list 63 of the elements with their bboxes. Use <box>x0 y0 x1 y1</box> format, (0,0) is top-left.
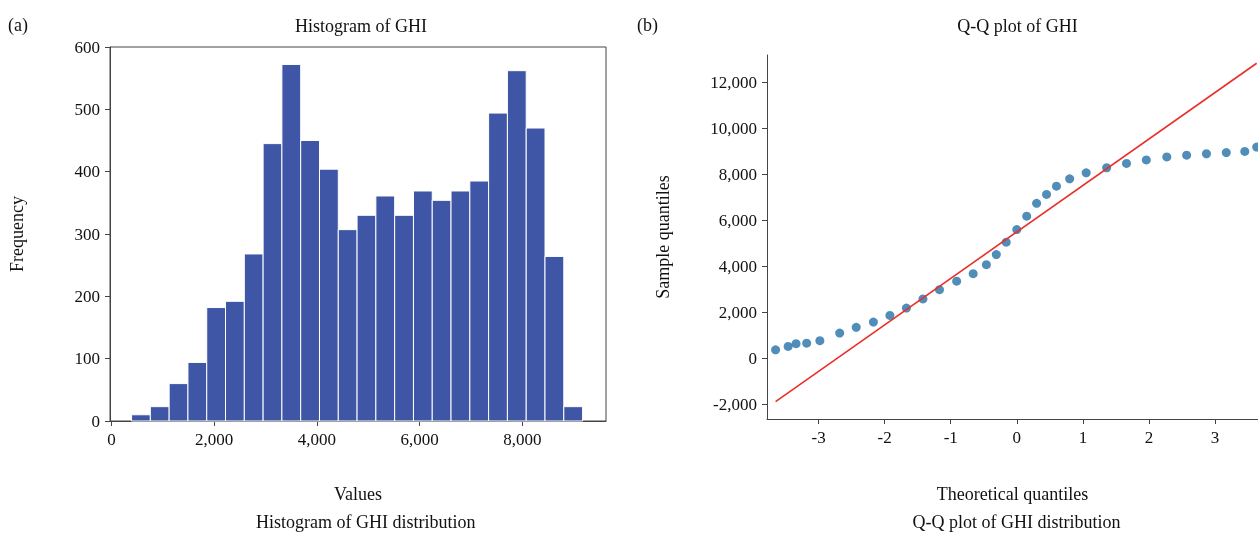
y-tick-label: 2,000 <box>718 302 757 322</box>
x-axis-title: Theoretical quantiles <box>936 484 1089 504</box>
point <box>1182 150 1192 160</box>
point <box>968 269 978 279</box>
y-tick-label: 500 <box>74 99 100 119</box>
y-tick-label: 100 <box>74 349 100 369</box>
x-tick-label: -1 <box>943 428 958 447</box>
y-tick-label: 600 <box>74 37 100 57</box>
point <box>1141 155 1151 165</box>
point <box>783 341 793 351</box>
point <box>1081 168 1091 178</box>
y-axis-title: Sample quantiles <box>653 175 673 299</box>
point <box>1162 152 1172 162</box>
x-tick-label: 2,000 <box>195 430 234 449</box>
x-tick-label: -3 <box>811 428 826 447</box>
text: Histogram of GHI distribution <box>256 512 476 532</box>
point <box>1051 181 1061 191</box>
y-tick-label: 0 <box>91 411 100 431</box>
point <box>771 345 781 355</box>
y-tick-label: 12,000 <box>710 73 757 93</box>
point <box>1042 189 1052 199</box>
point <box>802 338 812 348</box>
y-tick-label: 200 <box>74 286 100 306</box>
point <box>868 317 878 327</box>
y-tick-label: 10,000 <box>710 118 757 138</box>
x-tick-label: 2 <box>1144 428 1154 447</box>
point <box>815 336 825 346</box>
y-tick-label: 400 <box>74 162 100 182</box>
x-tick-label: -2 <box>877 428 892 447</box>
point <box>981 260 991 270</box>
point <box>1032 198 1042 208</box>
text: Q-Q plot of GHI distribution <box>912 512 1121 532</box>
point <box>1221 148 1231 158</box>
chart-title: Histogram of GHI <box>295 16 427 36</box>
point <box>1122 158 1131 168</box>
point <box>991 250 1001 260</box>
y-tick-label: 6,000 <box>718 210 757 230</box>
x-tick-label: 3 <box>1210 428 1220 447</box>
chart-title: Q-Q plot of GHI <box>957 16 1078 36</box>
x-tick-label: 0 <box>1012 428 1022 447</box>
point <box>952 276 962 286</box>
x-tick-label: 8,000 <box>503 430 542 449</box>
y-tick-label: 4,000 <box>718 256 757 276</box>
y-tick-label: 8,000 <box>718 164 757 184</box>
y-tick-label: -2,000 <box>713 394 757 414</box>
point <box>1201 149 1211 159</box>
point <box>1022 211 1032 221</box>
x-tick-label: 1 <box>1078 428 1088 447</box>
y-tick-label: 300 <box>74 224 100 244</box>
point <box>1240 146 1250 156</box>
point <box>851 322 861 332</box>
x-tick-label: 0 <box>107 430 116 449</box>
text: (a) <box>8 15 28 36</box>
x-axis-title: Values <box>334 484 382 504</box>
x-tick-label: 6,000 <box>400 430 439 449</box>
y-tick-label: 0 <box>748 348 757 368</box>
point <box>885 310 895 320</box>
point <box>1065 174 1075 184</box>
point <box>791 339 801 349</box>
text: (b) <box>637 15 658 36</box>
y-axis-title: Frequency <box>7 196 27 272</box>
point <box>835 328 845 338</box>
x-tick-label: 4,000 <box>297 430 337 449</box>
